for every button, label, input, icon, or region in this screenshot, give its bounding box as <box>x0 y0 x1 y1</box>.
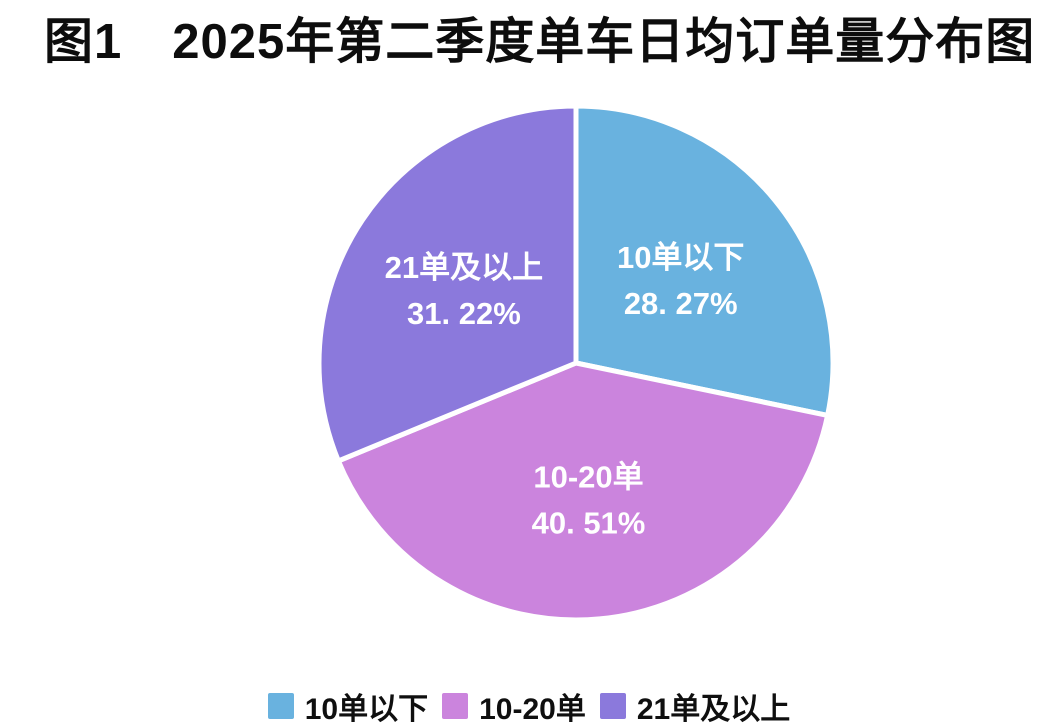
legend-swatch-icon <box>599 693 626 719</box>
figure-number: 图1 <box>44 15 123 69</box>
legend-swatch-icon <box>267 693 294 719</box>
legend: 10单以下 10-20单 21单及以上 <box>0 684 1058 728</box>
legend-item-1: 10-20单 <box>442 684 586 728</box>
slice-percent-label-1: 40. 51% <box>532 505 646 540</box>
chart-title-text: 2025年第二季度单车日均订单量分布图 <box>172 15 1036 69</box>
pie-slice-2 <box>316 103 579 464</box>
slice-percent-label-0: 28. 27% <box>624 286 738 321</box>
pie-slice-0 <box>573 103 836 418</box>
slice-name-label-1: 10-20单 <box>533 459 643 494</box>
legend-label: 10单以下 <box>304 693 429 726</box>
pie-slice-1 <box>335 360 831 623</box>
legend-label: 21单及以上 <box>636 693 791 726</box>
slice-name-label-0: 10单以下 <box>617 240 744 275</box>
slice-name-label-2: 21单及以上 <box>385 250 543 285</box>
chart-title: 图1 2025年第二季度单车日均订单量分布图 <box>44 2 1035 73</box>
legend-item-0: 10单以下 <box>267 684 429 728</box>
legend-item-2: 21单及以上 <box>599 684 791 728</box>
legend-label: 10-20单 <box>479 693 586 726</box>
legend-swatch-icon <box>442 693 469 719</box>
slice-percent-label-2: 31. 22% <box>407 296 521 331</box>
